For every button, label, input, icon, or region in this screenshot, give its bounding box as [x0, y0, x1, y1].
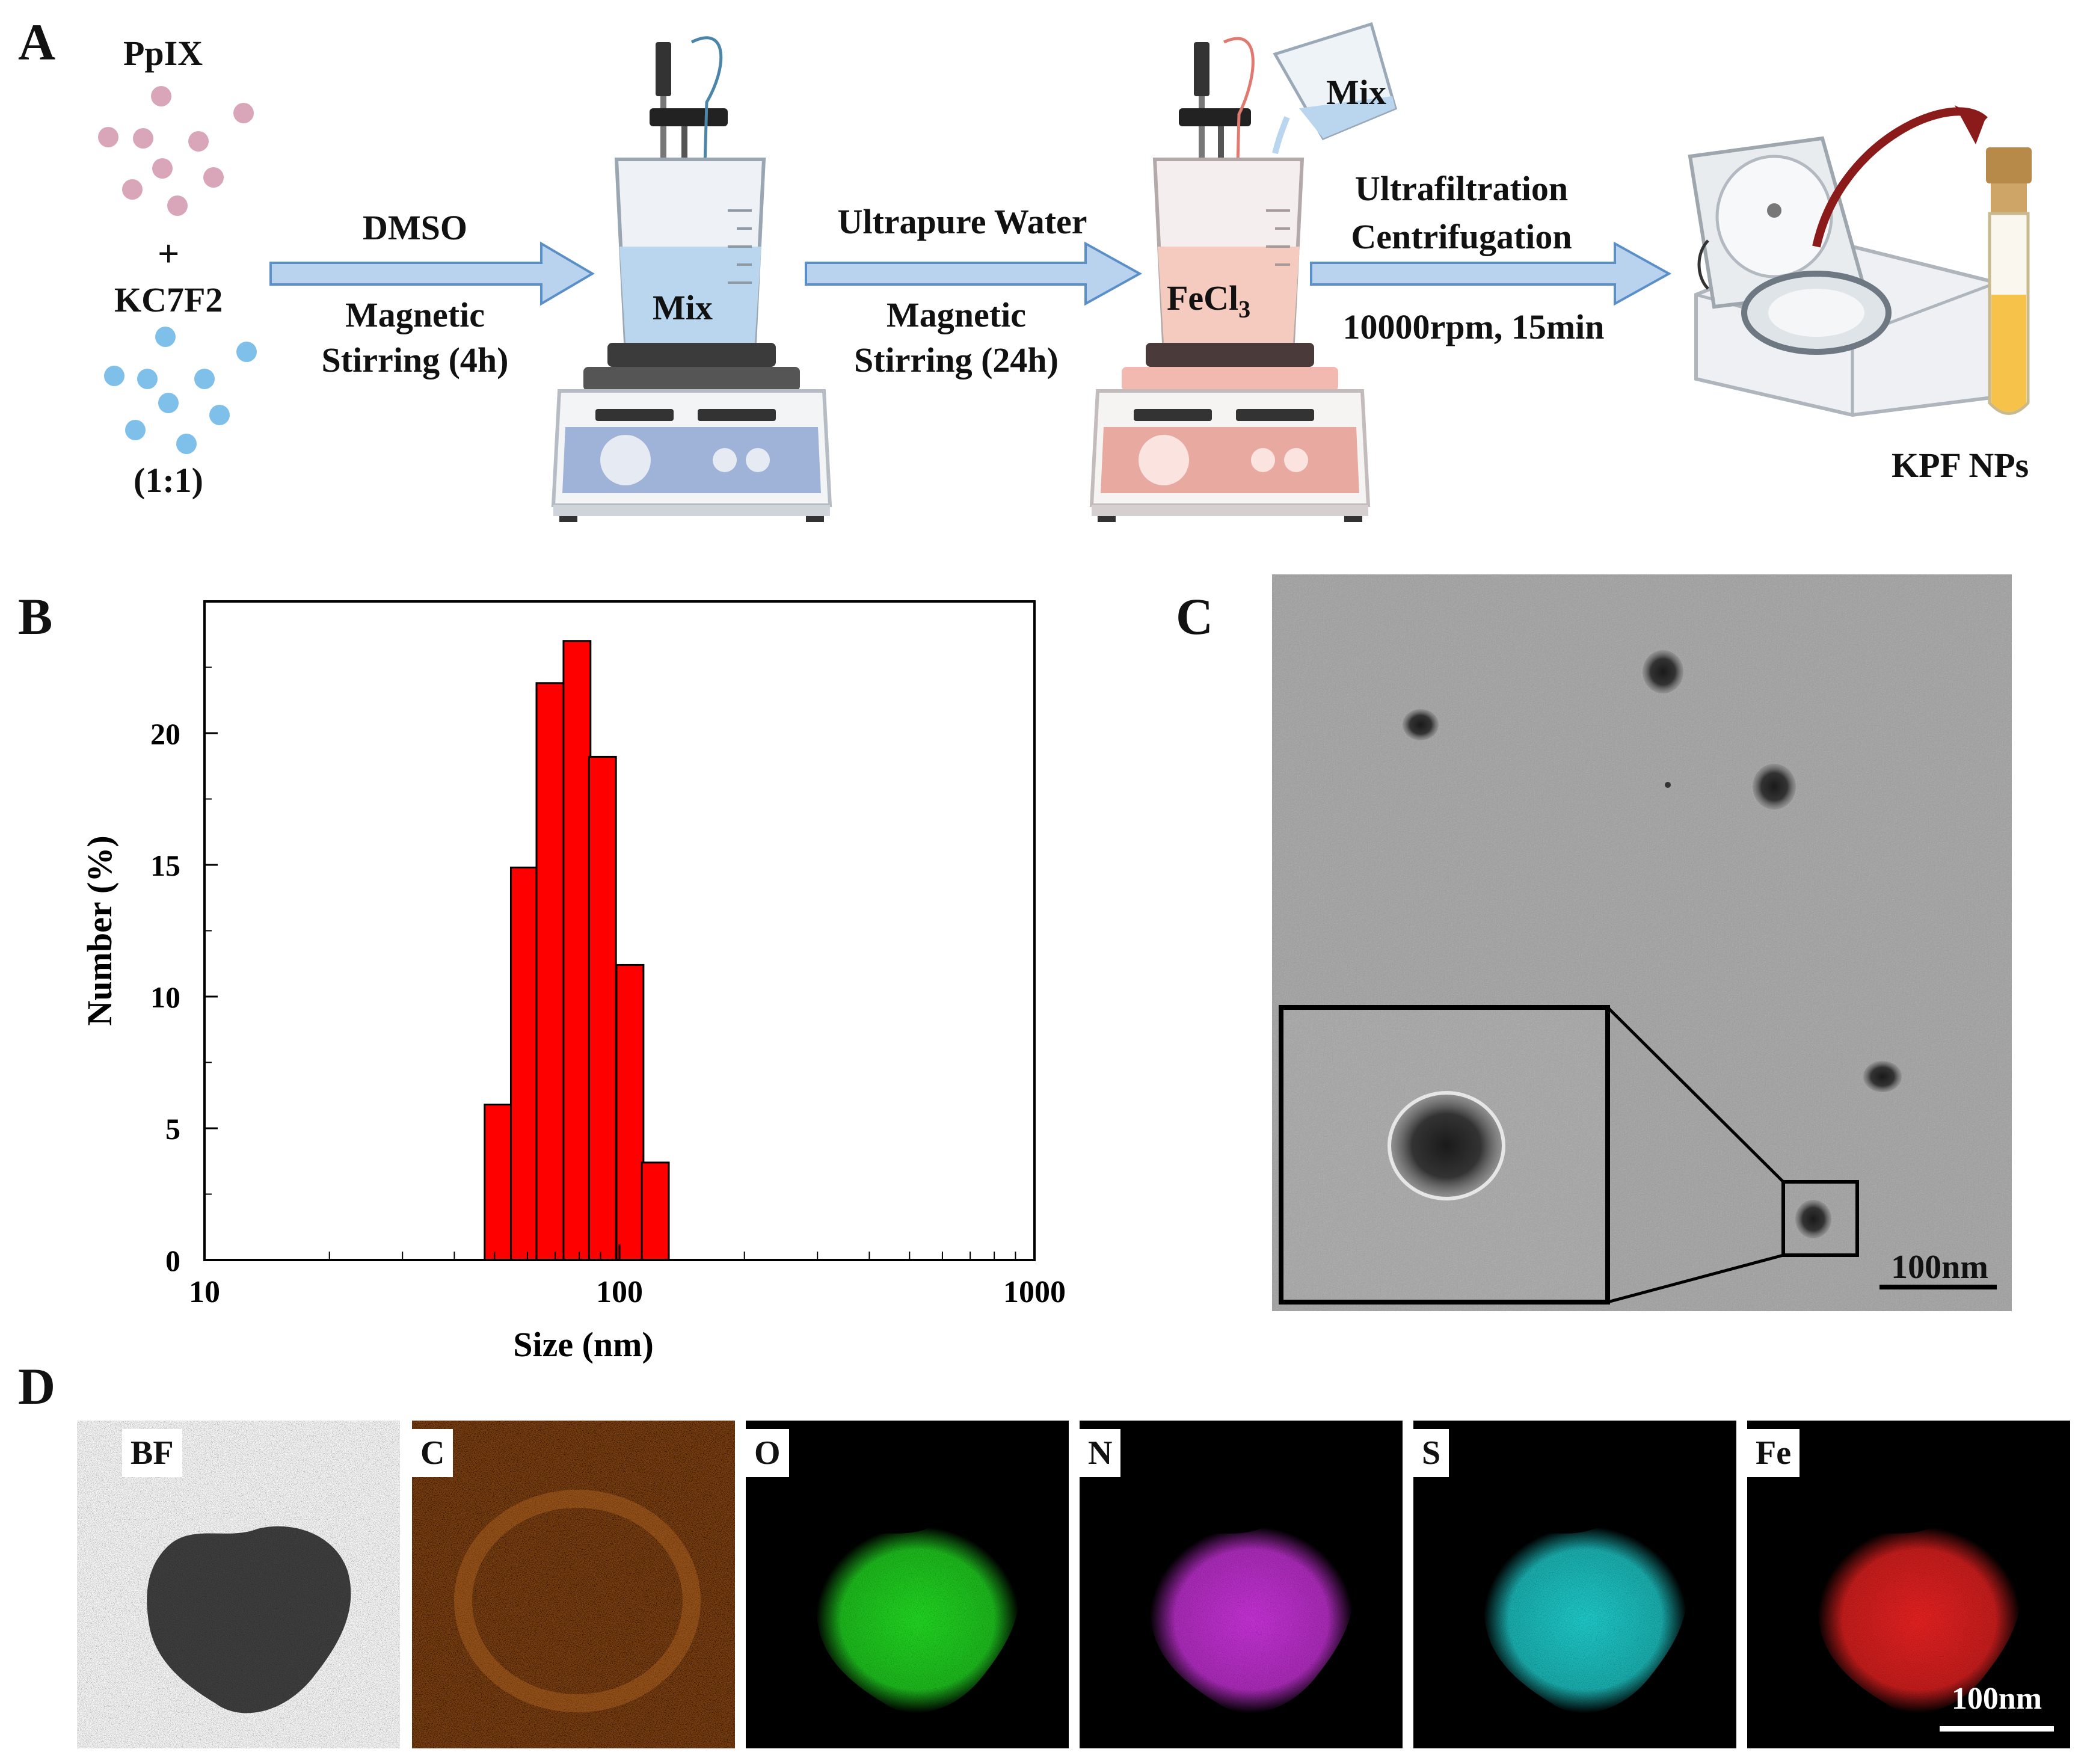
zoom-inset: [1279, 1005, 1610, 1305]
elemental-map-tile: Fe: [1747, 1421, 2070, 1748]
panel-label-b: B: [18, 588, 53, 645]
ppix-dot: [203, 167, 224, 188]
step3-method-2: Centrifugation: [1351, 217, 1572, 256]
step1-condition-1: Magnetic: [345, 295, 485, 334]
ppix-dot: [167, 195, 188, 216]
element-label: Fe: [1747, 1429, 1800, 1477]
histogram-bar: [641, 1161, 670, 1261]
pour-label: Mix: [1326, 73, 1386, 112]
ppix-dot: [98, 127, 118, 147]
panel-label-a: A: [18, 13, 56, 71]
step2-condition-2: Stirring (24h): [854, 340, 1059, 380]
tem-image: [1272, 574, 2012, 1311]
centrifuge: [1688, 105, 1999, 417]
magnetic-stirrer-1: [551, 36, 832, 522]
kc7f2-dot: [209, 405, 230, 425]
element-label: BF: [122, 1429, 182, 1477]
kc7f2-label: KC7F2: [114, 280, 223, 319]
y-tick-label: 10: [150, 980, 180, 1014]
kc7f2-dot: [155, 327, 176, 347]
step3-method-1: Ultrafiltration: [1354, 169, 1569, 208]
step1-arrow: [269, 241, 595, 306]
ppix-dot: [122, 179, 143, 200]
panel-label-c: C: [1176, 588, 1214, 645]
pouring-cup: [1272, 22, 1398, 155]
step2-condition-1: Magnetic: [887, 295, 1026, 334]
element-label: N: [1080, 1429, 1121, 1477]
step2-arrow: [805, 241, 1143, 306]
kc7f2-dot: [125, 420, 146, 440]
element-label: S: [1413, 1429, 1449, 1477]
x-axis-label: Size (nm): [513, 1325, 654, 1364]
y-tick-label: 0: [165, 1244, 180, 1277]
ppix-dot: [233, 103, 254, 123]
x-tick-label: 10: [189, 1275, 220, 1309]
kc7f2-dot: [236, 342, 257, 362]
panel-label-d: D: [18, 1357, 56, 1415]
mapping-scale-bar: [1940, 1726, 2054, 1732]
y-axis-label: Number (%): [80, 835, 119, 1025]
ppix-dot: [188, 131, 209, 152]
y-tick-label: 5: [165, 1112, 180, 1146]
elemental-map-tile: C: [412, 1421, 735, 1748]
step3-condition: 10000rpm, 15min: [1342, 307, 1605, 346]
kc7f2-dot: [104, 366, 124, 386]
x-tick-label: 1000: [1003, 1275, 1066, 1309]
beaker1-label: Mix: [653, 288, 713, 327]
histogram-bar: [588, 755, 617, 1261]
elemental-map-tile: O: [746, 1421, 1069, 1748]
zoom-box: [1781, 1180, 1859, 1257]
ratio-label: (1:1): [134, 461, 203, 500]
beaker2-formula-subscript: 3: [1238, 295, 1251, 323]
ppix-dot: [133, 128, 153, 149]
histogram-bar: [535, 682, 565, 1261]
histogram-bar: [615, 963, 645, 1261]
step1-condition-2: Stirring (4h): [321, 340, 509, 380]
plus-sign: +: [158, 232, 180, 275]
y-tick-label: 20: [150, 717, 180, 751]
step1-solvent: DMSO: [363, 208, 467, 247]
beaker2-label: FeCl3: [1167, 278, 1250, 324]
kc7f2-dot: [194, 369, 215, 389]
tem-scale-label: 100nm: [1891, 1249, 1988, 1286]
element-label: C: [412, 1429, 453, 1477]
histogram-bar: [509, 866, 539, 1261]
element-label: O: [746, 1429, 789, 1477]
ppix-particles: [98, 86, 254, 216]
elemental-map-tile: BF: [77, 1421, 400, 1748]
beaker2-formula: FeCl: [1167, 278, 1239, 318]
ppix-label: PpIX: [123, 34, 203, 73]
product-tube: [1986, 147, 2032, 415]
x-tick-label: 100: [596, 1275, 643, 1309]
ppix-dot: [151, 86, 171, 106]
step2-solvent: Ultrapure Water: [837, 202, 1087, 241]
kc7f2-dot: [158, 393, 179, 413]
kc7f2-particles: [104, 327, 257, 454]
nanoparticle: [1753, 764, 1796, 810]
nanoparticle: [1403, 709, 1439, 740]
ppix-dot: [152, 158, 173, 179]
nanoparticle: [1863, 1061, 1902, 1092]
histogram-bar: [562, 640, 592, 1261]
histogram-bar: [484, 1104, 513, 1261]
elemental-map-tile: S: [1413, 1421, 1736, 1748]
nanoparticle: [1795, 1200, 1831, 1238]
kc7f2-dot: [137, 369, 158, 389]
mapping-scale-label: 100nm: [1951, 1682, 2042, 1716]
y-tick-label: 15: [150, 849, 180, 882]
elemental-map-tile: N: [1080, 1421, 1403, 1748]
step3-arrow: [1310, 241, 1672, 306]
product-label: KPF NPs: [1892, 446, 2029, 485]
magnetic-stirrer-2: [1089, 37, 1371, 522]
nanoparticle: [1643, 650, 1683, 693]
kc7f2-dot: [176, 434, 197, 454]
